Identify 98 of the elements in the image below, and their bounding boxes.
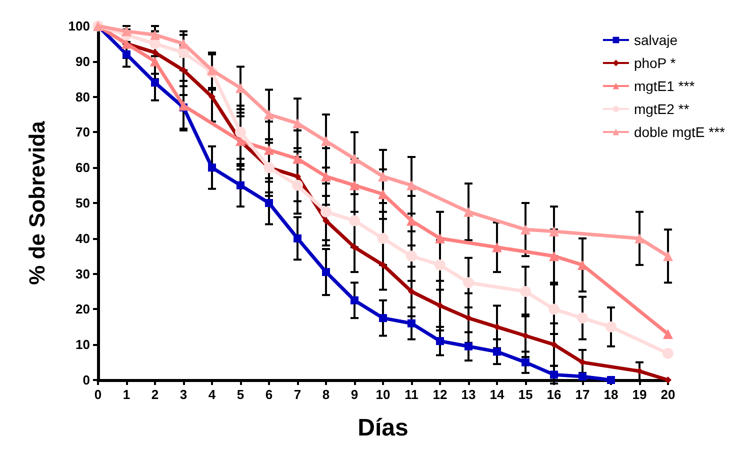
x-tick-label: 13: [461, 387, 476, 402]
point: [207, 65, 217, 76]
point: [264, 144, 274, 155]
x-tick-label: 4: [208, 387, 216, 402]
point: [236, 181, 244, 190]
legend-label: mgtE1 ***: [634, 78, 696, 94]
point: [349, 215, 360, 226]
point: [434, 259, 446, 270]
point: [520, 286, 531, 297]
y-tick-label: 40: [76, 230, 90, 246]
point: [548, 304, 560, 315]
legend-label: salvaje: [634, 32, 678, 48]
point: [464, 206, 474, 217]
point: [294, 234, 302, 242]
point: [264, 110, 274, 120]
point: [579, 358, 586, 366]
x-tick-label: 1: [122, 387, 130, 402]
point: [494, 323, 500, 330]
point: [550, 341, 558, 348]
y-tick-label: 80: [76, 89, 90, 104]
x-tick-label: 3: [180, 387, 188, 402]
point: [662, 348, 674, 359]
point: [578, 260, 588, 270]
x-tick-label: 8: [322, 387, 330, 402]
point: [636, 368, 643, 375]
x-tick-label: 17: [575, 387, 590, 402]
y-tick-label: 90: [76, 54, 90, 69]
point: [520, 224, 530, 235]
x-tick-label: 19: [632, 387, 647, 402]
point: [292, 180, 303, 191]
legend-label: doble mgtE ***: [634, 124, 726, 140]
y-tick-label: 60: [76, 160, 90, 176]
point: [350, 296, 358, 304]
x-tick-label: 20: [660, 387, 676, 402]
point: [436, 337, 444, 346]
x-tick-label: 18: [604, 387, 618, 402]
point: [208, 93, 216, 100]
legend-label: phoP *: [634, 55, 676, 71]
point: [550, 370, 558, 379]
point: [178, 100, 188, 111]
point: [436, 302, 444, 310]
point: [122, 50, 130, 58]
y-tick-label: 0: [82, 372, 90, 388]
point: [292, 118, 302, 128]
x-tick-label: 15: [518, 387, 533, 402]
point: [321, 136, 331, 146]
point: [406, 250, 417, 262]
point: [607, 376, 615, 384]
x-axis-title: Días: [358, 414, 408, 442]
x-tick-label: 10: [376, 387, 390, 402]
y-tick-label: 100: [68, 18, 90, 34]
point: [465, 314, 472, 322]
point: [606, 321, 616, 332]
x-tick-label: 9: [350, 387, 358, 402]
y-tick-label: 70: [76, 124, 90, 140]
point: [492, 242, 502, 252]
point: [406, 180, 416, 190]
x-tick-label: 11: [404, 387, 418, 402]
point: [378, 232, 388, 244]
point: [235, 126, 246, 138]
legend-label: mgtE2 **: [634, 101, 690, 117]
point: [408, 288, 415, 295]
x-tick-label: 2: [151, 387, 159, 402]
x-tick-label: 0: [94, 387, 102, 402]
x-tick-label: 14: [490, 387, 505, 402]
point: [463, 277, 474, 288]
point: [294, 172, 301, 180]
point: [320, 206, 332, 218]
point: [379, 314, 387, 322]
x-tick-label: 12: [432, 387, 448, 402]
y-tick-label: 30: [76, 266, 90, 282]
point: [322, 268, 330, 276]
point: [208, 164, 216, 172]
point: [634, 233, 644, 244]
x-tick-label: 16: [546, 387, 562, 402]
point: [265, 199, 273, 207]
y-tick-label: 20: [76, 302, 90, 317]
point: [321, 171, 331, 182]
point: [152, 49, 158, 56]
point: [406, 216, 416, 226]
point: [578, 372, 586, 380]
point: [122, 26, 132, 36]
point: [408, 319, 416, 328]
y-axis-title: % de Sobrevida: [24, 120, 50, 285]
point: [180, 66, 187, 74]
point: [151, 78, 159, 87]
point: [577, 312, 588, 324]
point: [522, 332, 529, 340]
y-tick-label: 10: [76, 337, 90, 352]
point: [663, 328, 673, 339]
x-tick-label: 7: [294, 387, 302, 402]
point: [322, 217, 330, 224]
y-tick-label: 50: [76, 196, 90, 210]
point: [150, 30, 160, 40]
x-tick-label: 6: [265, 387, 273, 402]
point: [663, 251, 673, 262]
x-tick-label: 5: [236, 387, 244, 402]
point: [378, 171, 388, 182]
